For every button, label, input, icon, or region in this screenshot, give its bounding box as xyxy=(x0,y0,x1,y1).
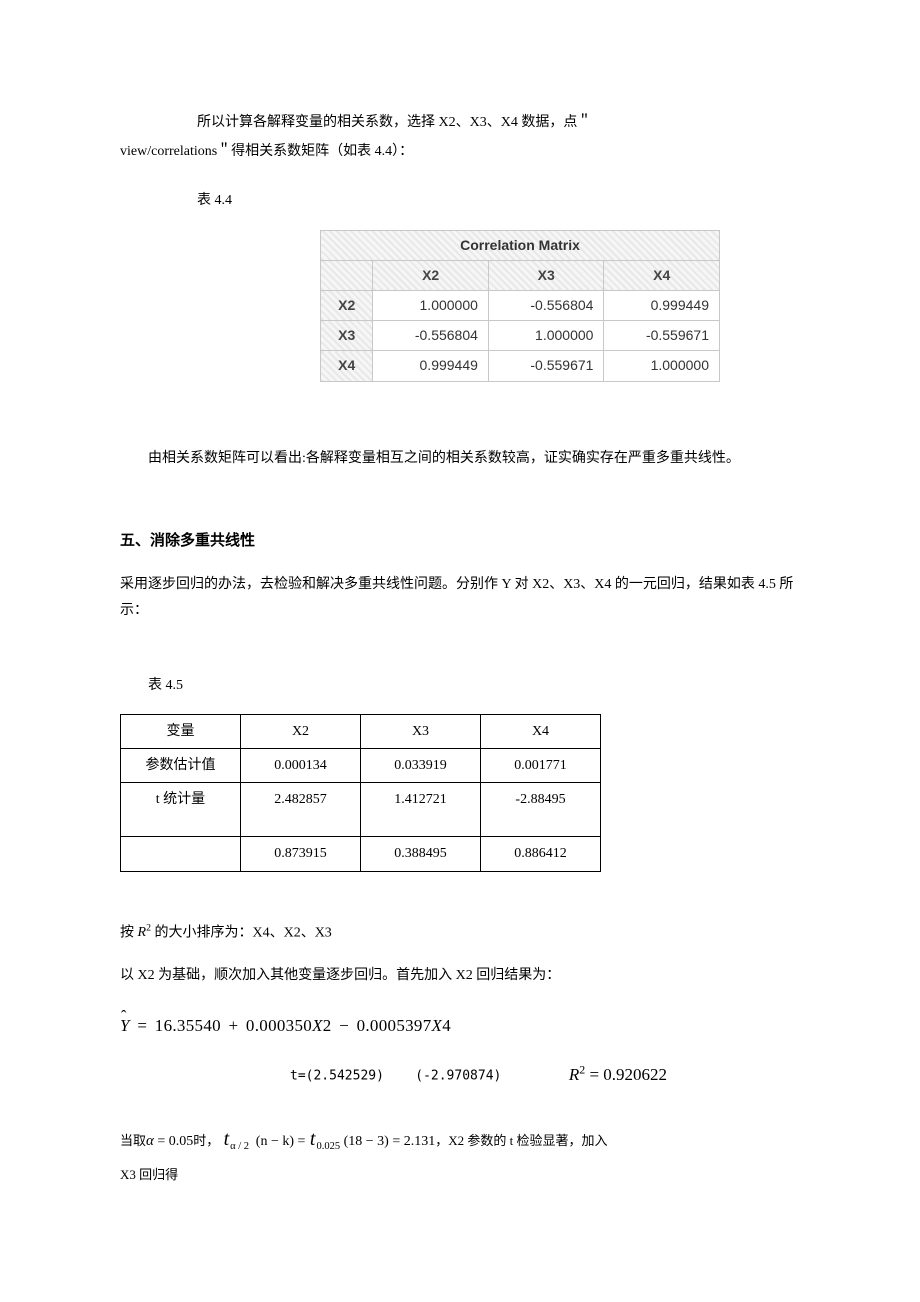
row-r2-blank xyxy=(121,837,241,871)
table-cell: 0.873915 xyxy=(241,837,361,871)
corr-blank-header xyxy=(321,260,373,290)
table-cell: -2.88495 xyxy=(481,783,601,837)
table-cell: -0.559671 xyxy=(488,351,604,381)
corr-col-x2: X2 xyxy=(373,260,489,290)
col-var: 变量 xyxy=(121,715,241,749)
table-cell: -0.556804 xyxy=(373,321,489,351)
t-values-line: t=(2.542529) (-2.970874) R2 = 0.920622 xyxy=(120,1059,800,1090)
row-tstat: t 统计量 xyxy=(121,783,241,837)
alpha-t-test-line: 当取α = 0.05时， tα / 2 (n − k) = t0.025 (18… xyxy=(120,1117,800,1190)
conclusion-paragraph: 由相关系数矩阵可以看出:各解释变量相互之间的相关系数较高，证实确实存在严重多重共… xyxy=(120,446,800,471)
table-cell: -0.559671 xyxy=(604,321,720,351)
table-cell: 1.412721 xyxy=(361,783,481,837)
table-4-4-caption: 表 4.4 xyxy=(120,188,800,213)
section-5-heading: 五、消除多重共线性 xyxy=(120,527,800,554)
table-cell: 0.999449 xyxy=(604,290,720,320)
table-cell: 0.886412 xyxy=(481,837,601,871)
row-param-est: 参数估计值 xyxy=(121,749,241,783)
table-cell: 1.000000 xyxy=(488,321,604,351)
table-cell: -0.556804 xyxy=(488,290,604,320)
corr-row-x4-label: X4 xyxy=(321,351,373,381)
corr-row-x3-label: X3 xyxy=(321,321,373,351)
corr-col-x4: X4 xyxy=(604,260,720,290)
correlation-matrix-table: Correlation Matrix X2 X3 X4 X2 1.000000 … xyxy=(320,230,720,382)
col-x2: X2 xyxy=(241,715,361,749)
corr-row-x2-label: X2 xyxy=(321,290,373,320)
r2-sort-line: 按 R2 的大小排序为：X4、X2、X3 xyxy=(120,920,800,946)
table-cell: 0.999449 xyxy=(373,351,489,381)
table-4-5-caption: 表 4.5 xyxy=(120,673,800,698)
regression-equation: Y = 16.35540 + 0.000350X2 − 0.0005397X4 xyxy=(120,1011,800,1042)
intro-line-2: view/correlations＂得相关系数矩阵（如表 4.4）： xyxy=(120,139,800,164)
section-5-body: 采用逐步回归的办法，去检验和解决多重共线性问题。分别作 Y 对 X2、X3、X4… xyxy=(120,572,800,625)
col-x4: X4 xyxy=(481,715,601,749)
corr-title: Correlation Matrix xyxy=(321,230,720,260)
stepwise-line: 以 X2 为基础，顺次加入其他变量逐步回归。首先加入 X2 回归结果为： xyxy=(120,963,800,988)
results-table: 变量 X2 X3 X4 参数估计值 0.000134 0.033919 0.00… xyxy=(120,714,601,872)
intro-line-1: 所以计算各解释变量的相关系数，选择 X2、X3、X4 数据，点＂ xyxy=(120,110,800,135)
table-cell: 0.388495 xyxy=(361,837,481,871)
col-x3: X3 xyxy=(361,715,481,749)
table-cell: 0.033919 xyxy=(361,749,481,783)
table-cell: 0.000134 xyxy=(241,749,361,783)
table-cell: 2.482857 xyxy=(241,783,361,837)
table-cell: 1.000000 xyxy=(373,290,489,320)
table-cell: 1.000000 xyxy=(604,351,720,381)
table-cell: 0.001771 xyxy=(481,749,601,783)
corr-col-x3: X3 xyxy=(488,260,604,290)
